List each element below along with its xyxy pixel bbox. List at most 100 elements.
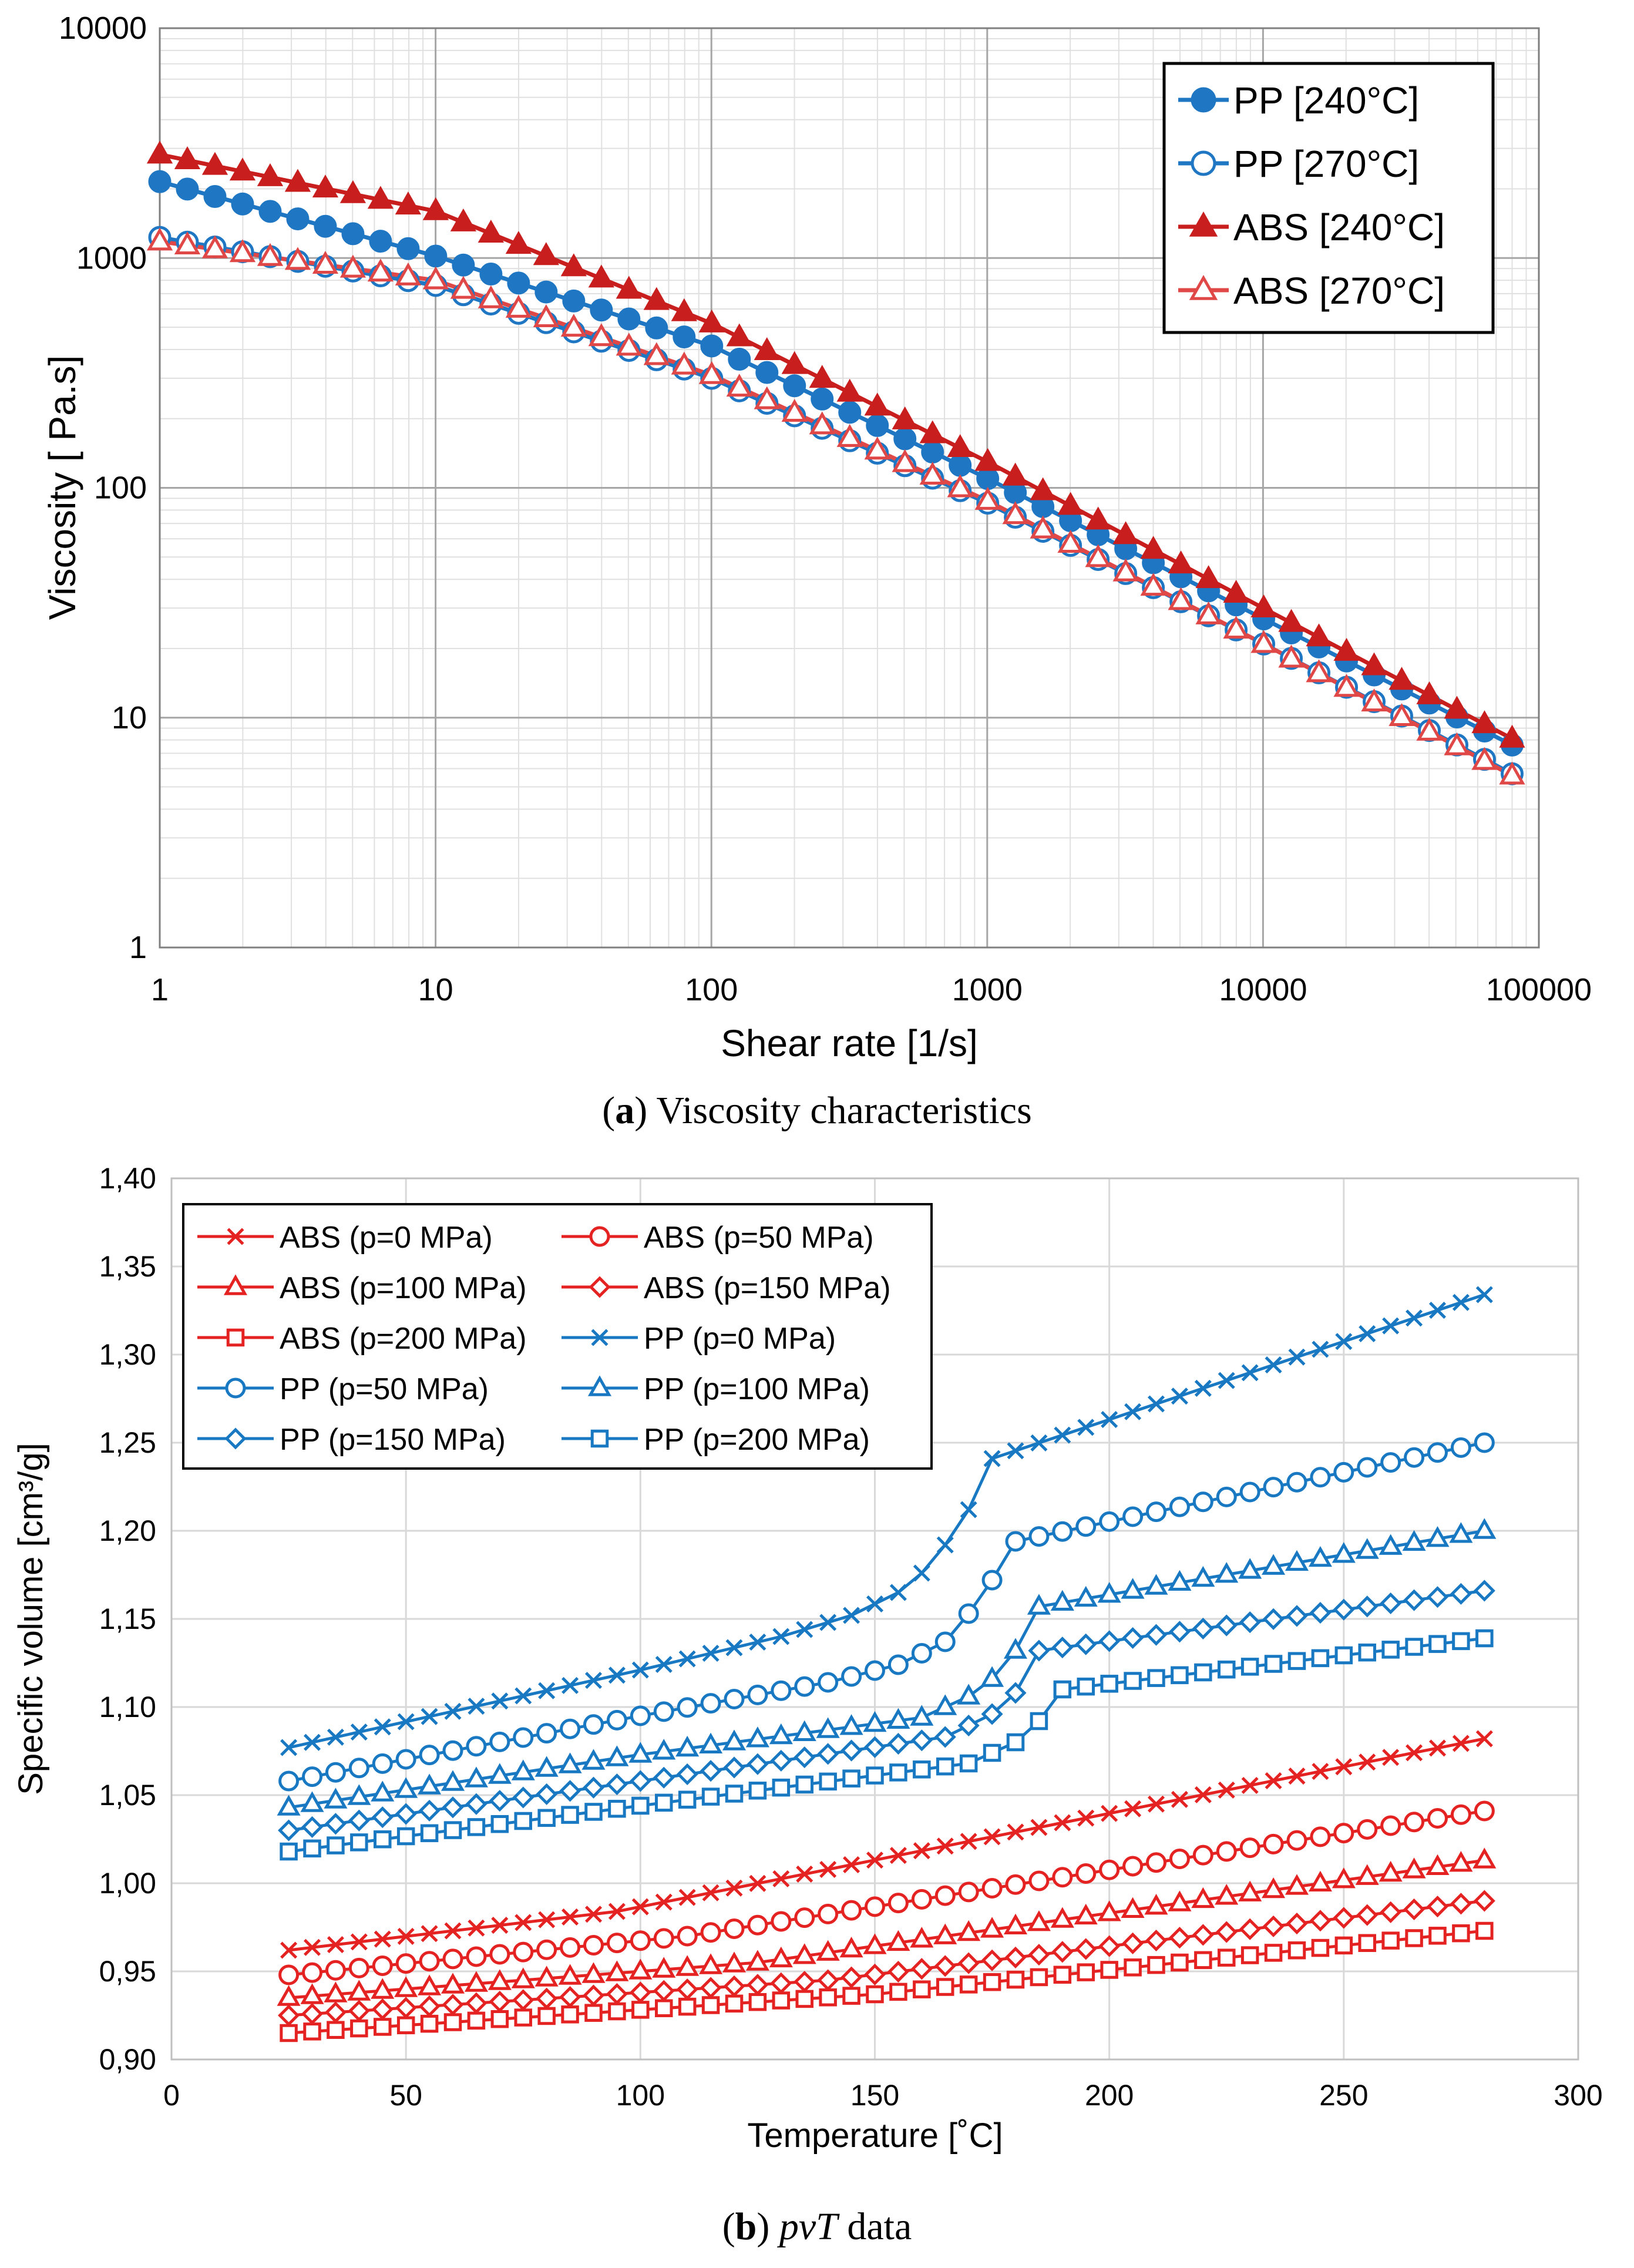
data-point	[887, 1654, 909, 1675]
data-point	[1051, 1637, 1074, 1659]
caption-b-text: data	[838, 2205, 912, 2248]
data-point	[561, 1806, 579, 1824]
data-point	[1085, 544, 1111, 567]
data-point	[284, 247, 311, 270]
legend-label: PP (p=0 MPa)	[644, 1322, 836, 1356]
data-point	[836, 424, 863, 447]
data-point	[583, 1935, 604, 1956]
data-point	[1312, 1763, 1329, 1780]
data-point	[1402, 1857, 1426, 1879]
data-point	[1333, 674, 1360, 697]
data-point	[700, 334, 724, 358]
data-point	[1144, 1574, 1168, 1595]
data-point	[1286, 1830, 1307, 1851]
legend-box-a	[1162, 62, 1495, 334]
data-point	[608, 1903, 626, 1920]
data-point	[1192, 1924, 1214, 1946]
data-point	[1452, 1632, 1470, 1651]
y-tick-label: 100	[94, 471, 147, 506]
data-point	[1264, 1655, 1283, 1673]
series-lines-b	[288, 1293, 1485, 2035]
data-point	[1122, 1856, 1144, 1877]
data-point	[203, 185, 227, 209]
data-point	[1099, 1859, 1120, 1880]
data-point	[327, 1936, 344, 1954]
data-point	[838, 401, 862, 424]
data-point	[1361, 652, 1387, 676]
data-point	[280, 2024, 298, 2042]
data-point	[278, 1819, 300, 1842]
data-point	[816, 1940, 840, 1961]
y-tick-label: 0,95	[99, 1955, 156, 1988]
data-point	[959, 1975, 978, 1994]
data-point	[936, 1536, 954, 1554]
legend-marker	[591, 1329, 608, 1346]
data-point	[1240, 1658, 1259, 1676]
data-point	[1005, 1531, 1026, 1552]
data-point	[957, 1920, 981, 1941]
data-point	[419, 1951, 440, 1972]
data-point	[1333, 1823, 1354, 1844]
data-point	[258, 200, 282, 223]
legend-marker	[1191, 87, 1216, 113]
data-point	[1145, 1624, 1168, 1646]
data-point	[560, 1937, 581, 1958]
data-point	[1147, 1669, 1165, 1687]
data-point	[374, 1718, 391, 1736]
data-point	[505, 231, 532, 254]
data-point	[748, 1993, 767, 2011]
data-point	[468, 1698, 485, 1715]
data-point	[395, 1803, 417, 1825]
data-point	[819, 1614, 837, 1631]
data-point	[512, 1786, 534, 1809]
legend-label: PP [270°C]	[1233, 143, 1419, 185]
data-point	[983, 1450, 1001, 1467]
data-point	[919, 462, 946, 485]
data-point	[562, 1676, 579, 1694]
data-point	[913, 1842, 930, 1860]
data-point	[887, 1893, 909, 1914]
data-point	[303, 1938, 321, 1956]
data-point	[1191, 1565, 1215, 1587]
y-tick-label: 0,90	[99, 2043, 156, 2076]
data-point	[277, 1795, 301, 1816]
data-point	[441, 1770, 465, 1791]
legend-marker	[225, 1377, 246, 1399]
legend-label: ABS (p=0 MPa)	[280, 1221, 493, 1255]
data-point	[395, 191, 422, 215]
data-point	[840, 1966, 863, 1988]
data-point	[421, 1925, 438, 1943]
data-point	[842, 1987, 860, 2005]
data-point	[1357, 1457, 1378, 1478]
data-point	[450, 275, 477, 299]
data-point	[465, 1793, 487, 1815]
data-point	[257, 163, 284, 186]
series-line-8	[288, 1529, 1485, 1809]
data-point	[278, 1964, 300, 1985]
data-point	[771, 1911, 792, 1932]
data-point	[148, 170, 172, 193]
data-point	[630, 1930, 651, 1951]
x-tick-label: 100	[685, 972, 738, 1007]
data-point	[1425, 1854, 1450, 1875]
data-point	[1112, 558, 1139, 582]
data-point	[1309, 1602, 1332, 1624]
data-point	[863, 1933, 887, 1954]
series-line-6	[288, 1293, 1485, 1749]
data-point	[1380, 1901, 1402, 1923]
data-point	[1171, 1953, 1189, 1972]
data-point	[653, 1701, 674, 1722]
data-point	[1262, 1915, 1285, 1937]
data-point	[981, 1949, 1003, 1971]
data-point	[1285, 1550, 1309, 1571]
data-point	[726, 323, 752, 347]
data-point	[1097, 1900, 1121, 1921]
data-point	[1263, 1833, 1284, 1854]
data-point	[934, 1726, 956, 1748]
data-point	[1278, 644, 1304, 668]
data-point	[369, 230, 392, 253]
data-point	[949, 453, 972, 477]
data-point	[781, 351, 808, 374]
data-point	[1027, 1910, 1051, 1931]
data-point	[747, 1914, 768, 1936]
